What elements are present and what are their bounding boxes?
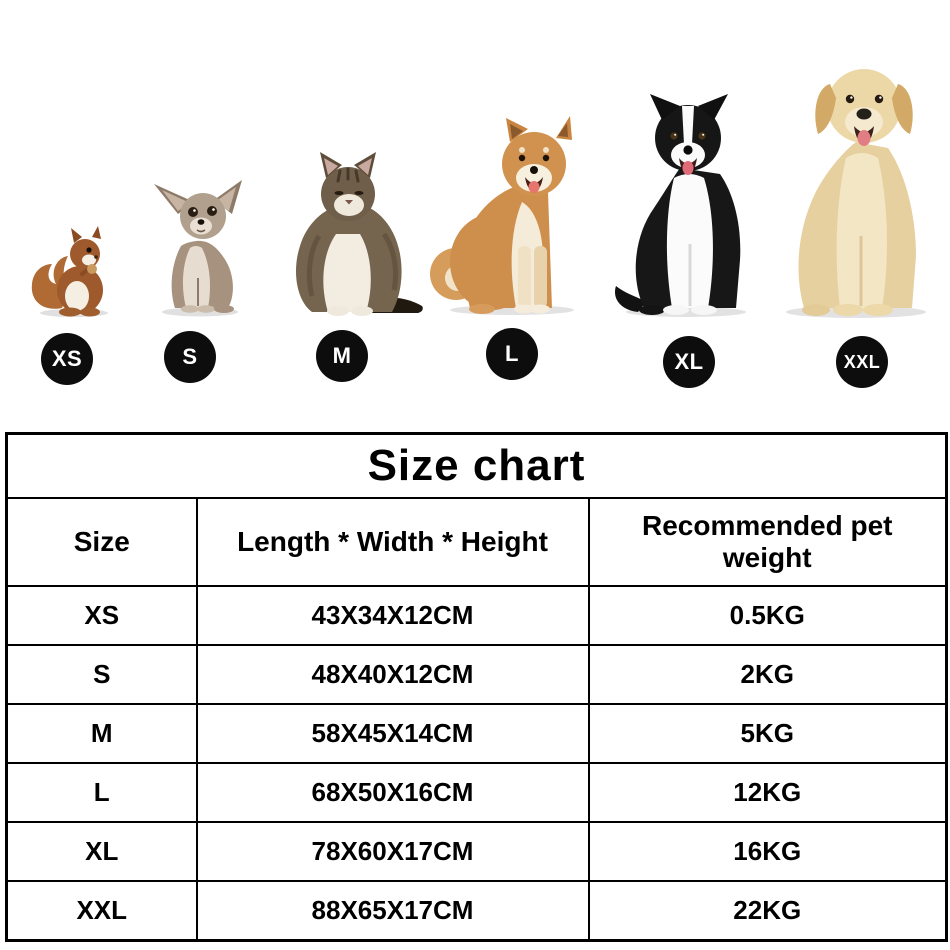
- weight-cell: 16KG: [587, 821, 948, 882]
- table-row-m: M 58X45X14CM 5KG: [5, 703, 948, 764]
- weight-cell: 0.5KG: [587, 585, 948, 646]
- size-cell: XXL: [5, 880, 198, 942]
- weight-cell: 22KG: [587, 880, 948, 942]
- col-header-weight-text: Recommended pet weight: [642, 509, 893, 573]
- col-header-weight: Recommended pet weight: [587, 497, 948, 587]
- dimensions-cell: 78X60X17CM: [195, 821, 590, 882]
- size-chart-title: Size chart: [5, 432, 948, 499]
- table-row-l: L 68X50X16CM 12KG: [5, 762, 948, 823]
- size-badge-xxl: XXL: [836, 336, 888, 388]
- size-badge-xxl-label: XXL: [843, 351, 881, 372]
- shiba-inu-image: [426, 116, 590, 318]
- col-header-size: Size: [5, 497, 198, 587]
- size-badge-m-label: M: [332, 343, 352, 368]
- table-row-xxl: XXL 88X65X17CM 22KG: [5, 880, 948, 942]
- table-header-row: Size Length * Width * Height Recommended…: [5, 497, 948, 587]
- golden-retriever-image: [766, 54, 942, 320]
- size-cell: S: [5, 644, 198, 705]
- size-cell: M: [5, 703, 198, 764]
- dimensions-cell: 43X34X12CM: [195, 585, 590, 646]
- dimensions-cell: 68X50X16CM: [195, 762, 590, 823]
- table-title-row: Size chart: [5, 432, 948, 499]
- weight-cell: 12KG: [587, 762, 948, 823]
- col-header-dimensions: Length * Width * Height: [195, 497, 590, 587]
- dimensions-cell: 88X65X17CM: [195, 880, 590, 942]
- chihuahua-image: [148, 178, 250, 318]
- weight-cell: 5KG: [587, 703, 948, 764]
- size-badge-xs-label: XS: [51, 346, 83, 371]
- border-collie-image: [610, 94, 762, 320]
- dimensions-cell: 58X45X14CM: [195, 703, 590, 764]
- size-cell: L: [5, 762, 198, 823]
- size-badge-xl-label: XL: [674, 349, 704, 374]
- size-cell: XL: [5, 821, 198, 882]
- table-row-s: S 48X40X12CM 2KG: [5, 644, 948, 705]
- size-badge-s-label: S: [182, 344, 198, 369]
- size-cell: XS: [5, 585, 198, 646]
- table-row-xs: XS 43X34X12CM 0.5KG: [5, 585, 948, 646]
- size-badge-l-label: L: [505, 341, 519, 366]
- size-badge-m: M: [316, 330, 368, 382]
- table-row-xl: XL 78X60X17CM 16KG: [5, 821, 948, 882]
- squirrel-image: [28, 224, 114, 318]
- size-badge-xl: XL: [663, 336, 715, 388]
- size-chart-table: Size chart Size Length * Width * Height …: [5, 432, 948, 942]
- cat-image: [282, 148, 428, 318]
- weight-cell: 2KG: [587, 644, 948, 705]
- size-badge-l: L: [486, 328, 538, 380]
- size-badge-xs: XS: [41, 333, 93, 385]
- size-badge-s: S: [164, 331, 216, 383]
- dimensions-cell: 48X40X12CM: [195, 644, 590, 705]
